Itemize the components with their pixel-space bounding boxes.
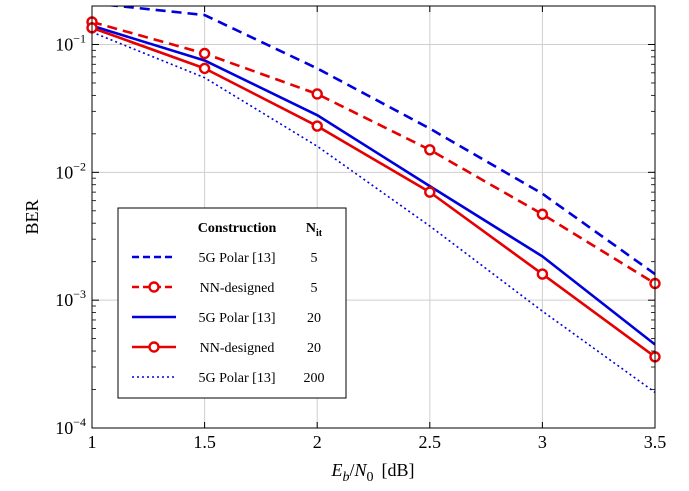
series-line-3 <box>92 24 655 346</box>
x-label-sub-0: 0 <box>367 470 374 485</box>
legend-box <box>117 207 347 399</box>
series-2-marker <box>424 144 436 156</box>
legend-nit-4: 20 <box>307 341 321 356</box>
series-line-2 <box>92 20 655 285</box>
legend: Construction Nit 5G Polar [13] 5 NN-design… <box>117 207 347 399</box>
series-2-marker <box>311 88 323 100</box>
legend-label-4: NN-designed <box>200 341 275 356</box>
legend-nit-5: 200 <box>304 371 325 386</box>
legend-label-2: NN-designed <box>200 281 275 296</box>
legend-marker-4 <box>148 341 160 353</box>
x-tick-label: 3 <box>538 432 547 452</box>
legend-nit-3: 20 <box>307 311 321 326</box>
legend-header-nit-base: N <box>306 221 316 236</box>
legend-label-5: 5G Polar [13] <box>199 371 276 386</box>
x-tick-label: 1.5 <box>193 432 216 452</box>
series-line-4 <box>92 26 655 358</box>
legend-header-nit-sub: it <box>316 228 323 239</box>
x-tick-label: 3.5 <box>644 432 667 452</box>
series-layer <box>92 6 655 394</box>
x-axis-label: Eb/N0 [dB] <box>330 460 414 485</box>
y-tick-label: 10−4 <box>55 415 86 438</box>
y-axis-label: BER <box>22 199 42 234</box>
series-4-marker <box>424 186 436 198</box>
y-tick-label: 10−2 <box>55 159 86 182</box>
legend-rows: 5G Polar [13] 5 NN-designed 5 5G Polar [13] 2… <box>132 251 325 386</box>
series-line-5 <box>92 31 655 394</box>
x-tick-label: 2 <box>313 432 322 452</box>
series-4-marker <box>311 120 323 132</box>
x-label-sub-b: b <box>342 470 349 485</box>
legend-header-nit: Nit <box>306 221 323 239</box>
legend-label-3: 5G Polar [13] <box>199 311 276 326</box>
series-line-1 <box>105 6 655 276</box>
series-4-marker <box>198 62 211 75</box>
y-tick-label: 10−3 <box>55 287 86 310</box>
legend-nit-2: 5 <box>311 281 318 296</box>
legend-nit-1: 5 <box>311 251 318 266</box>
series-2-marker <box>536 208 549 220</box>
axis-ticks <box>91 5 656 429</box>
x-tick-label: 1 <box>88 432 97 452</box>
tick-labels: 1 1.5 2 2.5 3 3.5 10−1 10−2 10−3 10−4 <box>55 31 666 452</box>
x-label-e: E <box>330 460 342 480</box>
legend-marker-2 <box>148 281 160 293</box>
legend-header-construction: Construction <box>198 221 277 236</box>
plot-frame <box>91 5 656 429</box>
x-tick-label: 2.5 <box>419 432 442 452</box>
series-4-marker <box>536 268 549 280</box>
x-label-unit: [dB] <box>382 460 415 480</box>
x-label-slash: / <box>349 460 354 480</box>
x-label-n: N <box>354 460 368 480</box>
y-tick-label: 10−1 <box>55 31 86 54</box>
series-2-marker <box>198 47 211 60</box>
legend-label-1: 5G Polar [13] <box>199 251 276 266</box>
